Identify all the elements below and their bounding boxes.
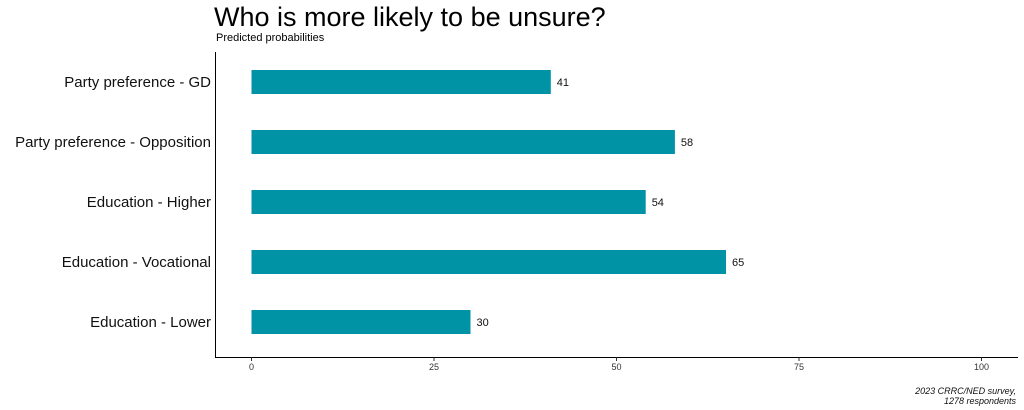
- x-tick-label: 0: [249, 362, 254, 372]
- category-label: Education - Lower: [90, 314, 211, 331]
- value-label: 41: [557, 77, 569, 89]
- value-label: 58: [681, 137, 693, 149]
- caption-line-2: 1278 respondents: [944, 396, 1017, 406]
- value-labels-layer: 41 58 54 65 30: [477, 77, 745, 329]
- value-label: 30: [477, 317, 489, 329]
- category-label: Party preference - Opposition: [15, 134, 211, 151]
- x-tick-labels-layer: 0 25 50 75 100: [249, 362, 989, 372]
- category-label: Party preference - GD: [64, 74, 211, 91]
- value-label: 54: [652, 197, 664, 209]
- bars-layer: [251, 70, 726, 334]
- x-tick-label: 75: [794, 362, 804, 372]
- x-tick-label: 25: [429, 362, 439, 372]
- bar: [251, 250, 726, 274]
- bar: [251, 310, 471, 334]
- bar: [251, 70, 551, 94]
- category-labels-layer: Party preference - GD Party preference - …: [15, 74, 211, 331]
- chart-subtitle: Predicted probabilities: [216, 32, 325, 44]
- axes-layer: [215, 52, 1018, 361]
- bar: [251, 190, 646, 214]
- caption-line-1: 2023 CRRC/NED survey,: [914, 386, 1016, 396]
- category-label: Education - Vocational: [62, 254, 211, 271]
- category-label: Education - Higher: [87, 194, 211, 211]
- chart-title: Who is more likely to be unsure?: [214, 2, 606, 32]
- value-label: 65: [732, 257, 744, 269]
- x-tick-label: 100: [974, 362, 989, 372]
- bar: [251, 130, 675, 154]
- x-tick-label: 50: [611, 362, 621, 372]
